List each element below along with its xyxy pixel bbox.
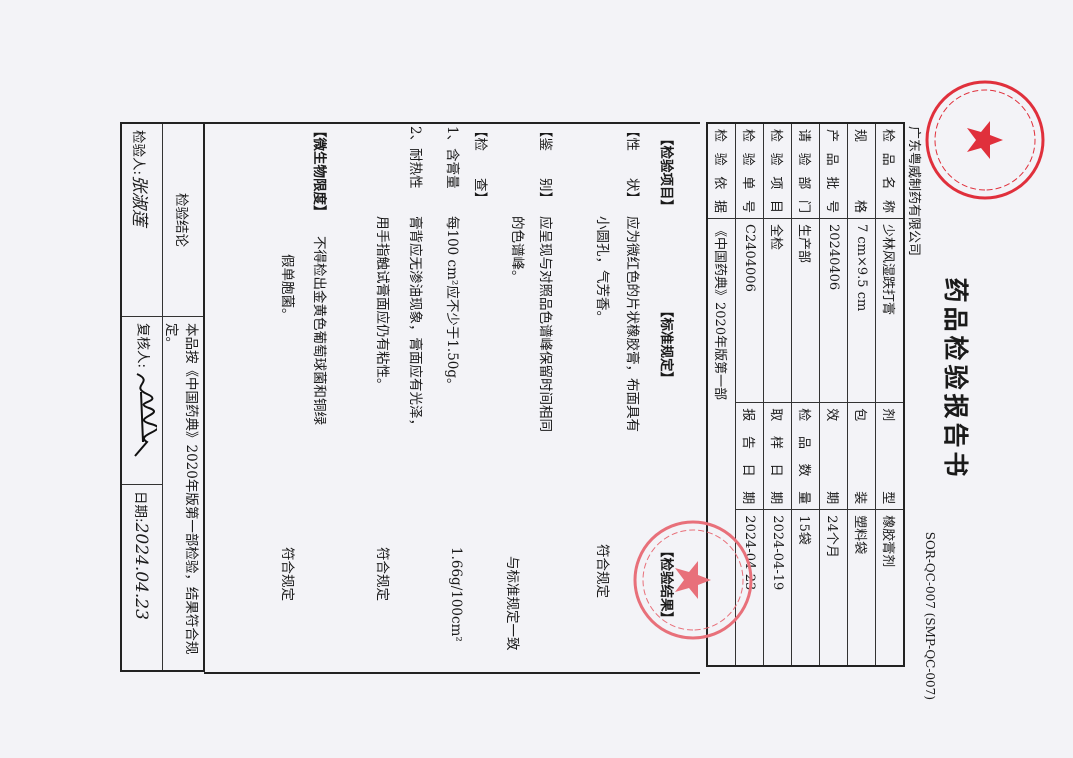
packaging: 塑料袋 (847, 509, 876, 666)
conclusion-table: 检验结论 本品按《中国药典》2020年版第一部检验，结果符合规定。 检验人:张淑… (120, 122, 205, 672)
label: 检品名称 (875, 123, 904, 219)
appearance-result: 符合规定 (594, 544, 610, 598)
label: 规 格 (847, 123, 876, 219)
content-label: 1、含膏量 (444, 126, 460, 189)
test-items: 全检 (763, 218, 792, 403)
shelf-life: 24个月 (819, 509, 848, 666)
label: 检品数量 (791, 402, 820, 510)
label: 剂 型 (875, 402, 904, 510)
inspector-signature: 张淑莲 (129, 175, 150, 227)
conclusion-text: 本品按《中国药典》2020年版第一部检验，结果符合规定。 (162, 316, 204, 671)
heat-label: 2、耐热性 (407, 126, 423, 189)
table-row: 请验部门 生产部 检品数量 15袋 (791, 123, 820, 666)
table-row: 检验项目 全检 取样日期 2024-04-19 (763, 123, 792, 666)
dosage-form: 橡胶膏剂 (875, 509, 904, 666)
microbe-standard: 不得检出金黄色葡萄球菌和铜绿 (311, 236, 327, 425)
reviewer-signature-icon (134, 373, 159, 458)
table-row: 产品批号 20240406 效 期 24个月 (819, 123, 848, 666)
identification-result: 与标准规定一致 (504, 556, 520, 651)
label: 检验项目 (763, 123, 792, 219)
sign-date: 2024.04.23 (131, 522, 152, 620)
batch-number: 20240406 (819, 218, 848, 403)
qa-stamp-icon (633, 520, 753, 640)
company-stamp-icon (925, 80, 1045, 200)
microbe-result: 符合规定 (279, 547, 295, 601)
sample-quantity: 15袋 (791, 509, 820, 666)
identification-standard-cont: 的色谱峰。 (509, 216, 525, 284)
inspection-label: 【检 查】 (472, 124, 488, 205)
microbe-standard-cont: 假单胞菌。 (279, 254, 295, 322)
inspector-cell: 检验人:张淑莲 (121, 123, 163, 317)
content-standard: 每100 cm²应不少于1.50g。 (444, 216, 460, 392)
label: 包 装 (847, 402, 876, 510)
label: 检验依据 (707, 123, 736, 219)
label: 检验单号 (735, 123, 764, 219)
label: 产品批号 (819, 123, 848, 219)
inspector-label: 检验人: (130, 130, 147, 176)
reviewer-label: 复核人: (134, 323, 151, 369)
reviewer-cell: 复核人: (121, 316, 163, 485)
appearance-standard-cont: 小圆孔，气芳香。 (594, 216, 610, 324)
date-label: 日期: (132, 491, 149, 523)
heat-standard: 膏背应无渗油现象，膏面应有光泽， (407, 216, 423, 432)
content-result: 1.66g/100cm² (448, 547, 464, 642)
microbe-label: 【微生物限度】 (311, 124, 327, 219)
requesting-dept: 生产部 (791, 218, 820, 403)
label: 报告日期 (735, 402, 764, 510)
identification-standard: 应呈现与对照品色谱峰保留时间相同 (537, 216, 553, 432)
specification: 7 cm×9.5 cm (847, 218, 876, 403)
sampling-date: 2024-04-19 (763, 509, 792, 666)
col-item-heading: 【检验项目】 (658, 132, 674, 213)
identification-label: 【鉴 别】 (537, 124, 553, 205)
table-row: 检验结论 本品按《中国药典》2020年版第一部检验，结果符合规定。 (162, 123, 204, 671)
conclusion-label: 检验结论 (162, 123, 204, 317)
table-row: 检品名称 少林风湿跌打膏剂 型橡胶膏剂 (875, 123, 904, 666)
date-cell: 日期:2024.04.23 (121, 484, 163, 671)
label: 取样日期 (763, 402, 792, 510)
col-standard-heading: 【标准规定】 (658, 304, 674, 385)
test-results-section: 【检验项目】 【标准规定】 【检验结果】 【性 状】 应为微红色的片状橡胶膏，布… (204, 122, 700, 674)
label: 效 期 (819, 402, 848, 510)
appearance-standard: 应为微红色的片状橡胶膏，布面具有 (624, 216, 640, 432)
product-name: 少林风湿跌打膏 (875, 218, 904, 403)
test-number: C2404006 (735, 218, 764, 403)
label: 请验部门 (791, 123, 820, 219)
form-code: SOR-QC-007 (SMP-QC-007) (923, 531, 937, 700)
heat-result: 符合规定 (374, 547, 390, 601)
heat-standard-cont: 用手指触试膏面应仍有粘性。 (374, 216, 390, 392)
appearance-label: 【性 状】 (624, 124, 640, 205)
table-row: 检验人:张淑莲 复核人: 日期:2024.04.23 (121, 123, 163, 671)
